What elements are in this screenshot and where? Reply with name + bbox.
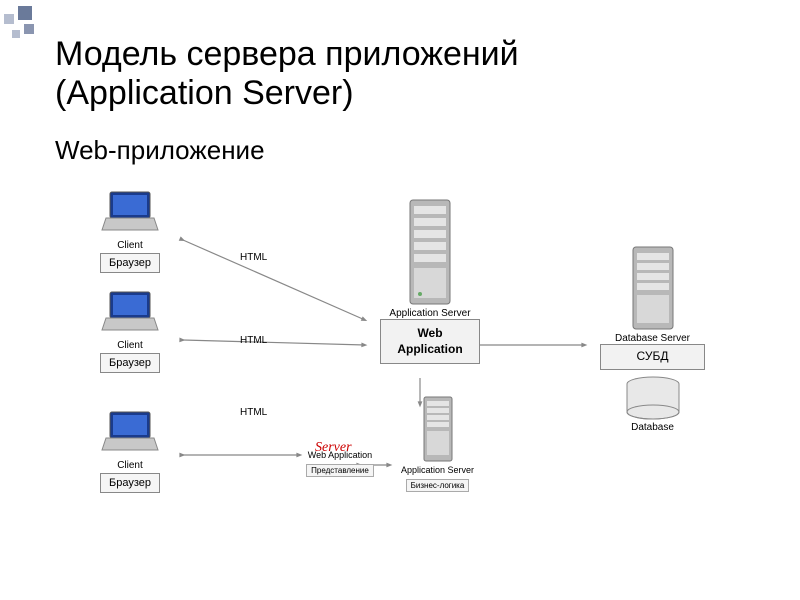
- slide-subtitle: Web-приложение: [55, 135, 265, 166]
- server-tower-icon: [421, 395, 455, 465]
- slide-title: Модель сервера приложений (Application S…: [55, 35, 519, 113]
- appserver-label: Application Server: [390, 465, 485, 475]
- client-label: Client: [100, 460, 160, 471]
- app-server-2: Application Server Бизнес-логика: [390, 395, 485, 493]
- laptop-icon: [100, 190, 160, 235]
- client-node-1: Client Браузер: [100, 190, 160, 273]
- dbserver-label: Database Server: [600, 333, 705, 344]
- webapp-line2: Application: [397, 342, 462, 356]
- database-cylinder-icon: [621, 376, 685, 422]
- webapp-line1: Web: [417, 326, 442, 340]
- web-application-box: Web Application: [380, 319, 480, 364]
- laptop-icon: [100, 410, 160, 455]
- appserver-label: Application Server: [380, 308, 480, 319]
- browser-box: Браузер: [100, 353, 160, 373]
- app-server-1: Application Server Web Application: [380, 198, 480, 364]
- client-node-2: Client Браузер: [100, 290, 160, 373]
- client-node-3: Client Браузер: [100, 410, 160, 493]
- title-line-1: Модель сервера приложений: [55, 35, 519, 74]
- laptop-icon: [100, 290, 160, 335]
- db-server: Database Server СУБД Database: [600, 245, 705, 433]
- deco-square: [12, 30, 20, 38]
- deco-square: [18, 6, 32, 20]
- architecture-diagram: Client Браузер Client Браузер Client Бра…: [45, 180, 765, 560]
- browser-box: Браузер: [100, 253, 160, 273]
- browser-box: Браузер: [100, 473, 160, 493]
- deco-square: [4, 14, 14, 24]
- database-label: Database: [600, 422, 705, 433]
- presentation-tag: Представление: [306, 464, 374, 477]
- scribble-annotation: Server: [315, 440, 352, 456]
- dbms-box: СУБД: [600, 344, 705, 370]
- deco-square: [24, 24, 34, 34]
- edge-label-html: HTML: [240, 335, 267, 346]
- edge-label-html: HTML: [240, 407, 267, 418]
- server-tower-icon: [406, 198, 454, 308]
- server-tower-icon: [629, 245, 677, 333]
- client-label: Client: [100, 340, 160, 351]
- title-line-2: (Application Server): [55, 74, 519, 113]
- business-logic-tag: Бизнес-логика: [406, 479, 470, 492]
- edge-label-html: HTML: [240, 252, 267, 263]
- client-label: Client: [100, 240, 160, 251]
